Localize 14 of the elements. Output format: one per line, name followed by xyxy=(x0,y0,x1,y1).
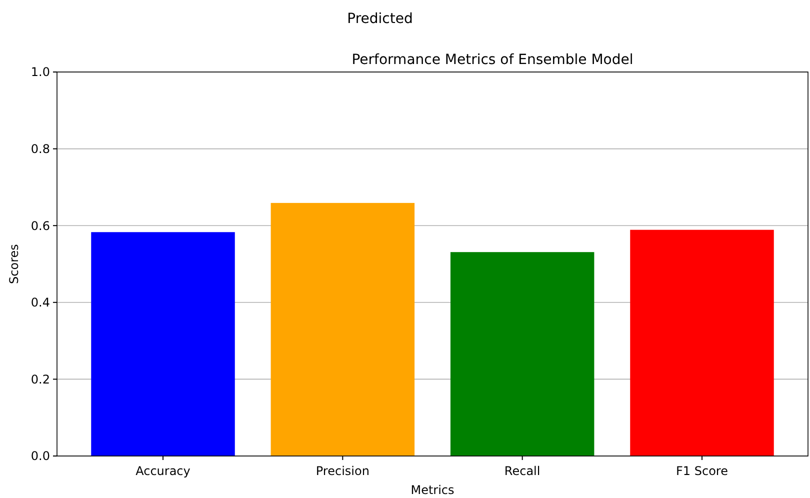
y-tick-label: 0.2 xyxy=(30,372,50,386)
chart-title: Performance Metrics of Ensemble Model xyxy=(352,52,634,68)
x-axis-title: Metrics xyxy=(410,483,454,497)
text: Predicted xyxy=(347,11,413,27)
x-tick-label: Precision xyxy=(316,464,370,478)
y-tick-label: 1.0 xyxy=(30,65,50,80)
y-axis-title: Scores xyxy=(7,244,21,284)
x-tick-label: Recall xyxy=(504,464,540,478)
y-tick-label: 0.6 xyxy=(30,218,50,233)
y-tick-label: 0.8 xyxy=(30,142,50,156)
y-tick-label: 0.4 xyxy=(30,296,50,310)
x-tick-label: Accuracy xyxy=(136,464,190,478)
y-tick-label: 0.0 xyxy=(30,449,50,464)
x-tick-label: F1 Score xyxy=(676,464,728,478)
